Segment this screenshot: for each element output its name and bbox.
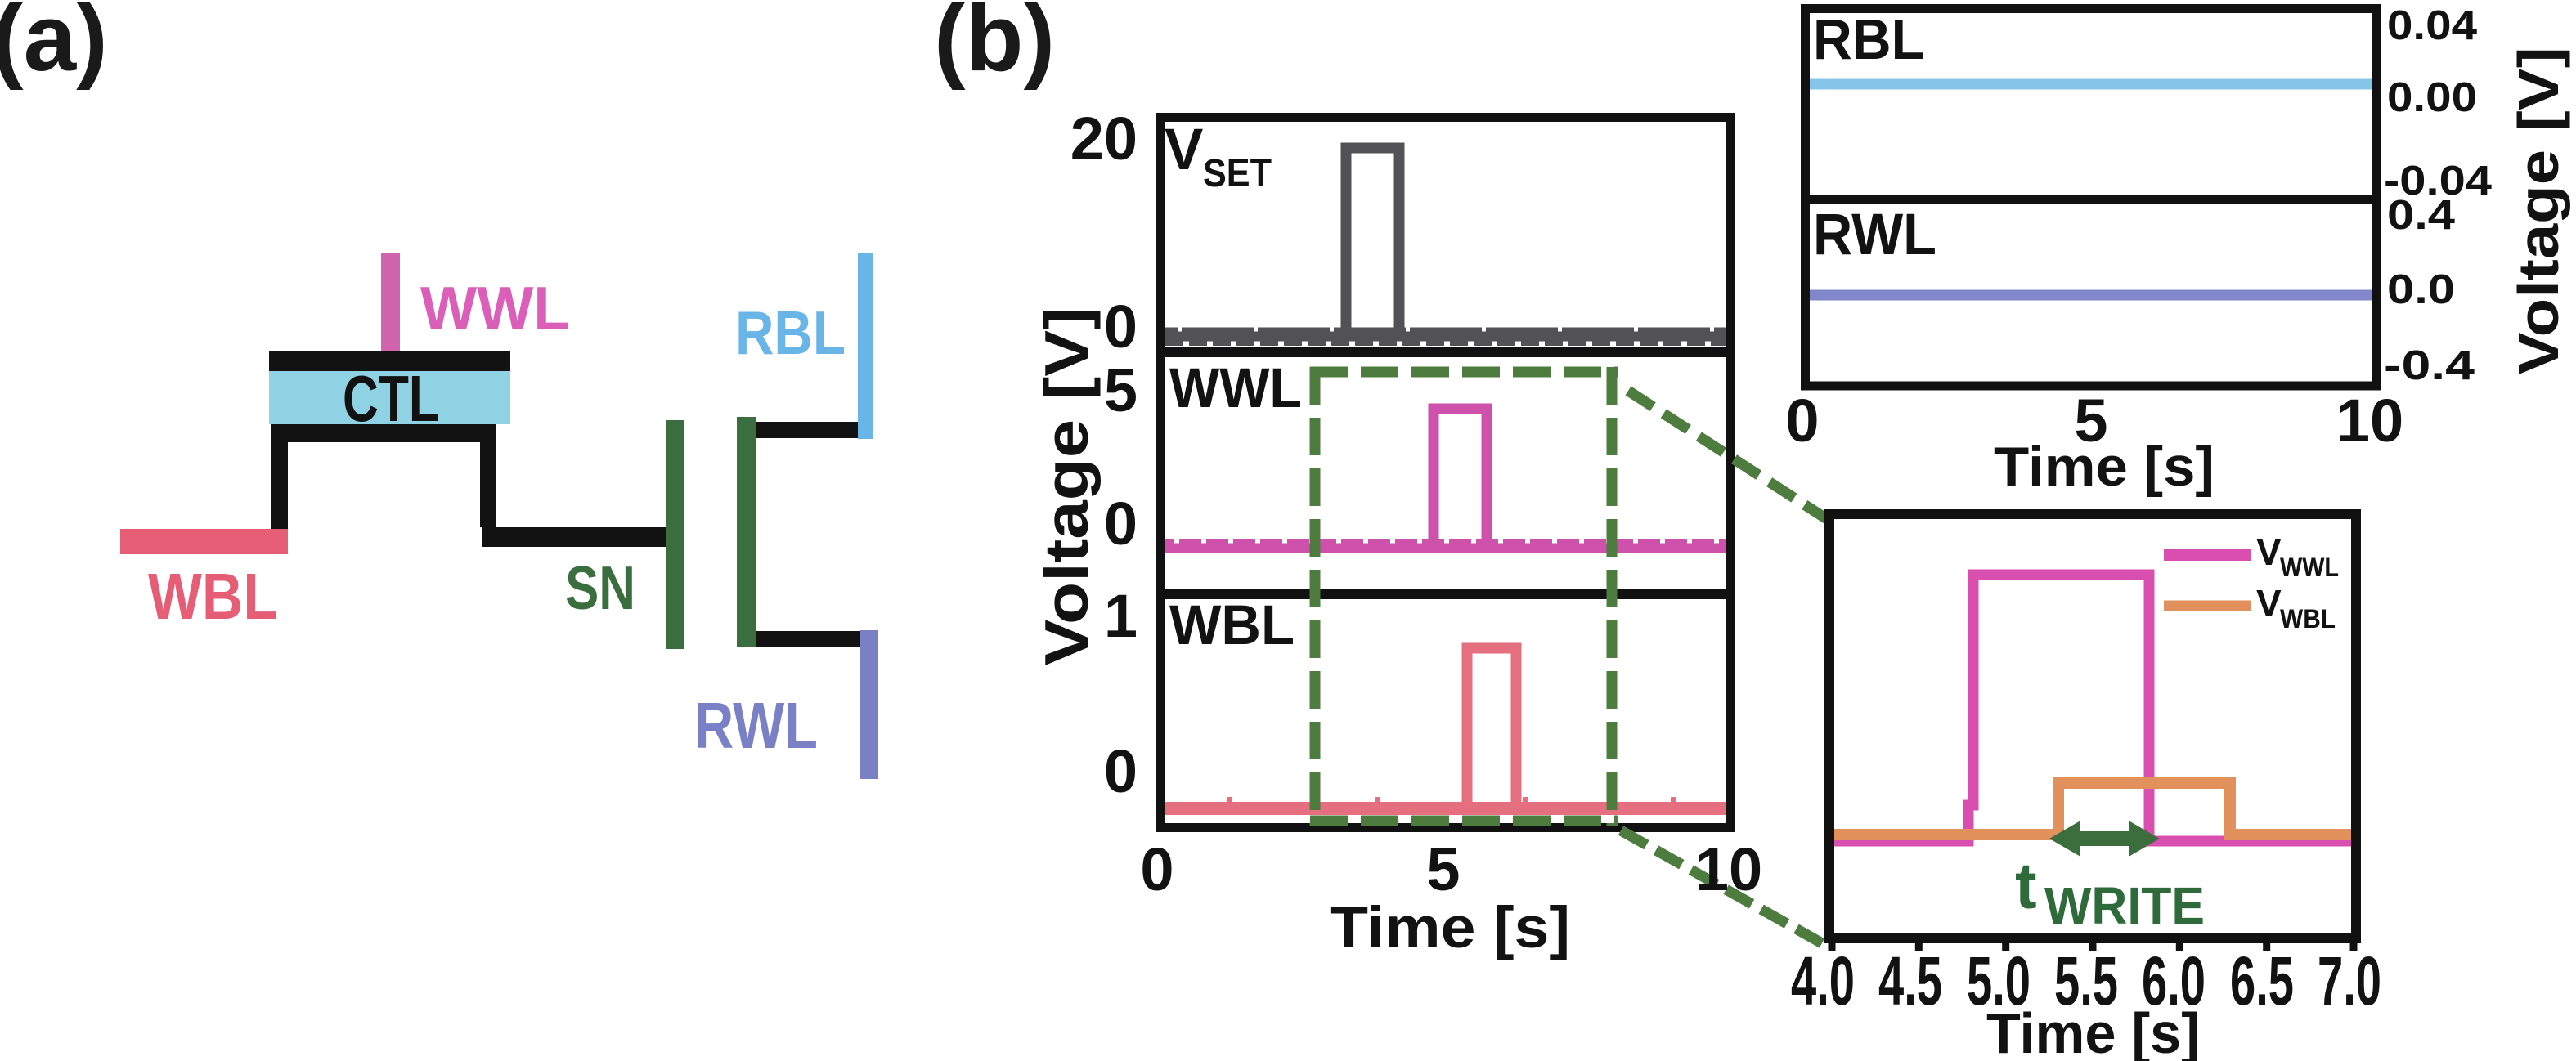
svg-text:WBL: WBL <box>148 560 278 633</box>
svg-text:RWL: RWL <box>694 689 818 762</box>
svg-text:RBL: RBL <box>735 298 846 367</box>
svg-text:V: V <box>1165 118 1203 182</box>
svg-text:0: 0 <box>1104 737 1138 805</box>
svg-text:-0.04: -0.04 <box>2384 157 2493 204</box>
svg-text:10: 10 <box>1695 835 1762 903</box>
svg-text:4.5: 4.5 <box>1878 942 1942 1019</box>
svg-text:5: 5 <box>2074 387 2107 454</box>
svg-text:V: V <box>2256 530 2282 573</box>
svg-text:0: 0 <box>1785 387 1819 454</box>
svg-text:WWL: WWL <box>1169 356 1302 419</box>
svg-text:5.5: 5.5 <box>2054 942 2118 1019</box>
svg-text:0: 0 <box>1104 293 1138 360</box>
svg-text:WWL: WWL <box>2280 553 2339 582</box>
svg-text:0.4: 0.4 <box>2387 191 2456 238</box>
svg-text:5: 5 <box>1426 835 1460 903</box>
svg-text:5: 5 <box>1104 356 1138 424</box>
svg-text:10: 10 <box>2336 387 2403 454</box>
svg-text:4.0: 4.0 <box>1791 942 1855 1019</box>
svg-text:0: 0 <box>1104 490 1138 557</box>
svg-text:20: 20 <box>1070 105 1138 172</box>
svg-text:0.0: 0.0 <box>2387 266 2455 312</box>
svg-text:6.0: 6.0 <box>2142 942 2206 1019</box>
svg-text:Time [s]: Time [s] <box>1986 1001 2200 1061</box>
svg-text:RWL: RWL <box>1813 203 1936 267</box>
svg-text:(b): (b) <box>934 0 1055 91</box>
svg-text:RBL: RBL <box>1813 7 1924 71</box>
svg-text:6.5: 6.5 <box>2230 942 2294 1019</box>
svg-text:Voltage [V]: Voltage [V] <box>1032 307 1101 666</box>
svg-text:Voltage [V]: Voltage [V] <box>2506 47 2570 375</box>
svg-text:0.04: 0.04 <box>2387 2 2478 48</box>
svg-text:WRITE: WRITE <box>2044 876 2205 935</box>
svg-text:V: V <box>2256 582 2282 625</box>
svg-text:Time [s]: Time [s] <box>1994 436 2215 498</box>
svg-text:WBL: WBL <box>1169 593 1295 656</box>
svg-text:WWL: WWL <box>420 274 570 342</box>
svg-text:(a): (a) <box>0 0 108 91</box>
svg-text:7.0: 7.0 <box>2318 942 2381 1019</box>
svg-text:5.0: 5.0 <box>1967 942 2031 1019</box>
svg-text:CTL: CTL <box>343 362 439 435</box>
svg-text:0.00: 0.00 <box>2387 74 2477 120</box>
svg-text:0: 0 <box>1140 835 1174 903</box>
svg-text:1: 1 <box>1104 582 1138 650</box>
svg-text:Time [s]: Time [s] <box>1330 896 1570 960</box>
svg-text:SN: SN <box>565 553 635 622</box>
svg-text:t: t <box>2015 849 2037 922</box>
svg-text:WBL: WBL <box>2280 604 2336 633</box>
svg-text:-0.4: -0.4 <box>2384 342 2475 388</box>
svg-text:SET: SET <box>1203 152 1272 195</box>
